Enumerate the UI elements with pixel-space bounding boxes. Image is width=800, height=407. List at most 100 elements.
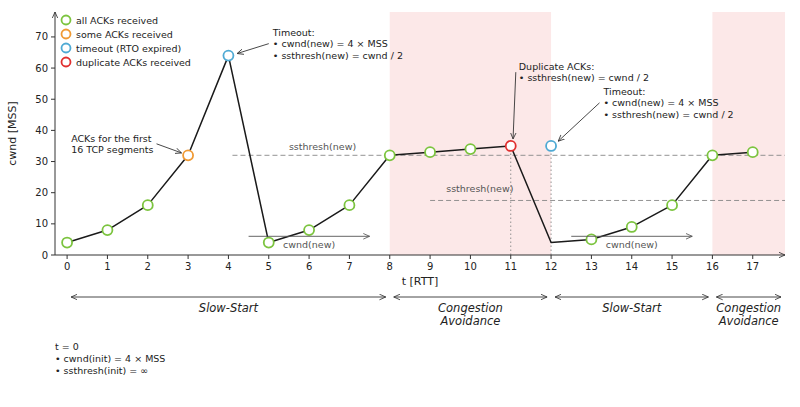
- event-line: [510, 146, 511, 255]
- plot-area: [62, 12, 785, 255]
- cwnd-arrow: [571, 236, 692, 237]
- x-tick-label: 15: [666, 261, 679, 272]
- phase-label-line: Avoidance: [718, 314, 779, 328]
- y-tick-label: 0: [42, 250, 48, 261]
- ssthresh-label: ssthresh(new): [446, 183, 513, 194]
- y-tick-label: 70: [35, 31, 48, 42]
- x-tick-label: 12: [545, 261, 558, 272]
- phase-label: Slow-Start: [199, 301, 259, 315]
- event-line: [551, 146, 552, 255]
- axes: 0123456789101112131415161701020304050607…: [35, 12, 785, 272]
- y-tick: [51, 192, 55, 193]
- y-tick: [51, 255, 55, 256]
- data-point: [143, 200, 153, 210]
- y-tick: [51, 68, 55, 69]
- data-point: [425, 147, 435, 157]
- x-tick: [510, 255, 511, 259]
- annotation-arrow: [513, 72, 516, 139]
- annotation-line: • ssthresh(new) = cwnd / 2: [604, 109, 734, 120]
- annotation-line: Timeout:: [603, 86, 646, 97]
- annotation-line: Duplicate ACKs:: [519, 61, 595, 72]
- data-point: [546, 141, 556, 151]
- footnote: t = 0• cwnd(init) = 4 × MSS• ssthresh(in…: [55, 341, 165, 376]
- data-point: [183, 150, 193, 160]
- phases: Slow-StartCongestionAvoidanceSlow-StartC…: [71, 297, 781, 328]
- legend-marker: [62, 30, 71, 39]
- x-tick-label: 9: [427, 261, 433, 272]
- x-tick-label: 0: [64, 261, 70, 272]
- annotation-arrow: [558, 103, 599, 141]
- footnote-line: • ssthresh(init) = ∞: [55, 365, 148, 376]
- phase-label-line: Slow-Start: [199, 301, 259, 315]
- x-tick-label: 13: [585, 261, 598, 272]
- x-tick: [349, 255, 350, 259]
- phase-label-line: Avoidance: [439, 314, 500, 328]
- annotation-line: 16 TCP segments: [71, 144, 153, 155]
- data-point: [264, 238, 274, 248]
- annotation: Timeout:• cwnd(new) = 4 × MSS• ssthresh(…: [272, 27, 403, 61]
- y-tick-label: 10: [35, 218, 48, 229]
- y-tick-label: 40: [35, 125, 48, 136]
- annotation-arrow: [157, 144, 182, 153]
- x-tick: [228, 255, 229, 259]
- phase-arrow: [716, 297, 781, 298]
- footnote-line: t = 0: [55, 341, 79, 352]
- x-tick: [147, 255, 148, 259]
- cwnd-line: [67, 56, 753, 243]
- legend-label: duplicate ACKs received: [76, 57, 191, 68]
- x-tick-label: 4: [225, 261, 231, 272]
- annotation: ACKs for the first16 TCP segments: [71, 133, 153, 156]
- data-point: [344, 200, 354, 210]
- legend-label: all ACKs received: [76, 15, 158, 26]
- data-point: [385, 150, 395, 160]
- y-tick: [51, 161, 55, 162]
- data-point: [304, 225, 314, 235]
- x-tick-label: 7: [346, 261, 352, 272]
- annotation-line: • ssthresh(new) = cwnd / 2: [273, 50, 403, 61]
- annotation-line: • ssthresh(new) = cwnd / 2: [519, 72, 649, 83]
- x-tick: [268, 255, 269, 259]
- ssthresh-label: ssthresh(new): [289, 141, 356, 152]
- y-axis-title: cwnd [MSS]: [6, 101, 19, 166]
- y-tick-label: 30: [35, 156, 48, 167]
- cwnd-arrow: [249, 236, 370, 237]
- legend-label: timeout (RTO expired): [76, 43, 181, 54]
- data-point: [627, 222, 637, 232]
- x-tick-label: 6: [306, 261, 312, 272]
- phase-region: [390, 12, 551, 255]
- x-tick: [430, 255, 431, 259]
- x-tick-label: 1: [104, 261, 110, 272]
- data-point: [667, 200, 677, 210]
- annotation-line: • cwnd(new) = 4 × MSS: [604, 97, 719, 108]
- chart: 0123456789101112131415161701020304050607…: [0, 0, 800, 407]
- x-tick-label: 16: [706, 261, 719, 272]
- x-tick-label: 14: [625, 261, 638, 272]
- x-tick: [67, 255, 68, 259]
- phase-label: CongestionAvoidance: [438, 301, 503, 328]
- phase-arrow: [71, 297, 386, 298]
- x-tick: [551, 255, 552, 259]
- y-tick: [51, 99, 55, 100]
- phase-label: Slow-Start: [602, 301, 662, 315]
- x-tick: [107, 255, 108, 259]
- x-tick: [672, 255, 673, 259]
- annotation: Timeout:• cwnd(new) = 4 × MSS• ssthresh(…: [603, 86, 734, 120]
- phase-arrow: [394, 297, 547, 298]
- annotation-line: • cwnd(new) = 4 × MSS: [273, 38, 388, 49]
- data-point: [506, 141, 516, 151]
- x-tick: [188, 255, 189, 259]
- y-tick: [51, 223, 55, 224]
- x-tick-label: 8: [387, 261, 393, 272]
- phase-label-line: Congestion: [438, 301, 503, 315]
- ssthresh-line: [232, 155, 785, 156]
- x-tick: [631, 255, 632, 259]
- y-tick-label: 20: [35, 187, 48, 198]
- footnote-line: • cwnd(init) = 4 × MSS: [55, 353, 165, 364]
- x-tick: [752, 255, 753, 259]
- x-tick-label: 5: [266, 261, 272, 272]
- legend-marker: [62, 16, 71, 25]
- y-tick-label: 60: [35, 63, 48, 74]
- x-tick: [389, 255, 390, 259]
- legend-label: some ACKs received: [76, 29, 173, 40]
- x-tick: [591, 255, 592, 259]
